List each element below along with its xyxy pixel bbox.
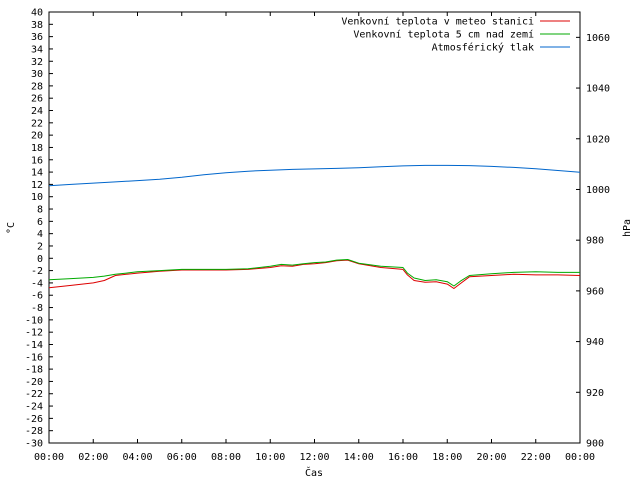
y-left-tick-label: -16 <box>25 352 43 363</box>
right-axis: 900 920 940 960 980 1000 1020 1040 1060 <box>576 33 610 450</box>
series-line-2 <box>48 259 580 287</box>
y-left-tick-label: -8 <box>31 303 43 314</box>
series-line-1 <box>48 259 581 289</box>
series-lines <box>48 164 581 289</box>
y-left-tick-label: 12 <box>31 180 43 191</box>
y-left-tick-label: 38 <box>31 20 43 31</box>
y-left-tick-label: -28 <box>25 426 43 437</box>
x-tick-label: 20:00 <box>476 452 506 463</box>
legend-label-1: Venkovní teplota v meteo stanici <box>341 16 534 28</box>
y-left-tick-label: 4 <box>37 229 43 240</box>
y-left-tick-label: -2 <box>31 266 43 277</box>
x-tick-label: 14:00 <box>344 452 374 463</box>
y-left-tick-label: -4 <box>31 278 43 289</box>
y-left-tick-label: 28 <box>31 81 43 92</box>
y-axis-right-label: hPa <box>622 219 633 237</box>
y-left-tick-label: 20 <box>31 131 43 142</box>
y-left-tick-label: 26 <box>31 94 43 105</box>
y-left-tick-label: -30 <box>25 439 43 450</box>
x-tick-label: 12:00 <box>299 452 329 463</box>
y-left-tick-label: -12 <box>25 328 43 339</box>
x-tick-label: 10:00 <box>255 452 285 463</box>
y-right-tick-label: 1040 <box>586 84 610 95</box>
y-left-tick-label: 14 <box>31 168 43 179</box>
y-left-tick-label: 30 <box>31 69 43 80</box>
legend: Venkovní teplota v meteo staniciVenkovní… <box>341 16 570 54</box>
x-tick-label: 18:00 <box>432 452 462 463</box>
y-left-tick-label: 10 <box>31 192 43 203</box>
y-left-tick-label: -14 <box>25 340 43 351</box>
y-left-tick-label: 32 <box>31 57 43 68</box>
x-axis: 00:00 02:00 04:00 06:00 08:00 10:00 12:00 14:00… <box>34 12 595 463</box>
x-tick-label: 04:00 <box>122 452 152 463</box>
y-left-tick-label: 24 <box>31 106 43 117</box>
left-axis: -30-28-26-24-22-20-18-16-14-12-10-8-6-4-… <box>25 8 53 450</box>
y-right-tick-label: 1060 <box>586 33 610 44</box>
y-right-tick-label: 900 <box>586 439 604 450</box>
y-left-tick-label: -26 <box>25 414 43 425</box>
y-right-tick-label: 920 <box>586 388 604 399</box>
y-left-tick-label: -18 <box>25 365 43 376</box>
x-tick-label: 00:00 <box>565 452 595 463</box>
y-left-tick-label: 2 <box>37 241 43 252</box>
y-left-tick-label: 36 <box>31 32 43 43</box>
y-left-tick-label: 16 <box>31 155 43 166</box>
y-axis-left-label: °C <box>6 222 17 234</box>
y-left-tick-label: -20 <box>25 377 43 388</box>
series-line-3 <box>48 164 581 187</box>
y-right-tick-label: 960 <box>586 286 604 297</box>
y-right-tick-label: 1000 <box>586 185 610 196</box>
y-right-tick-label: 940 <box>586 337 604 348</box>
y-left-tick-label: -10 <box>25 315 43 326</box>
y-left-tick-label: 22 <box>31 118 43 129</box>
y-left-tick-label: -22 <box>25 389 43 400</box>
y-right-tick-label: 1020 <box>586 134 610 145</box>
x-tick-label: 00:00 <box>34 452 64 463</box>
y-right-tick-label: 980 <box>586 236 604 247</box>
legend-label-2: Venkovní teplota 5 cm nad zemí <box>353 29 534 41</box>
legend-label-3: Atmosférický tlak <box>432 42 534 54</box>
x-tick-label: 08:00 <box>211 452 241 463</box>
x-tick-label: 16:00 <box>388 452 418 463</box>
x-axis-label: Čas <box>305 466 323 479</box>
y-left-tick-label: 6 <box>37 217 43 228</box>
x-tick-label: 02:00 <box>78 452 108 463</box>
y-left-tick-label: 0 <box>37 254 43 265</box>
x-tick-label: 06:00 <box>167 452 197 463</box>
y-left-tick-label: -6 <box>31 291 43 302</box>
y-left-tick-label: 34 <box>31 44 43 55</box>
y-left-tick-label: 8 <box>37 205 43 216</box>
y-left-tick-label: 18 <box>31 143 43 154</box>
x-tick-label: 22:00 <box>521 452 551 463</box>
y-left-tick-label: -24 <box>25 402 43 413</box>
y-left-tick-label: 40 <box>31 8 43 19</box>
plot-area <box>48 11 581 444</box>
